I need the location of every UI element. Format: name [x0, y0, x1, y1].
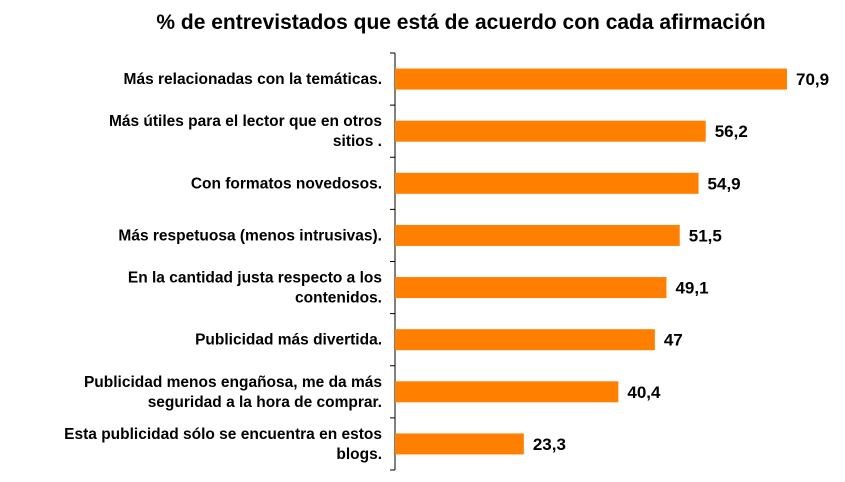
- bar: [395, 120, 706, 142]
- data-label: 23,3: [533, 435, 566, 454]
- category-label: Publicidad más divertida.: [195, 332, 382, 349]
- category-label-line: Publicidad más divertida.: [195, 332, 382, 349]
- category-label-line: Más respetuosa (menos intrusivas).: [118, 227, 382, 244]
- category-label: En la cantidad justa respecto a los conte…: [128, 270, 382, 307]
- data-label: 47: [664, 331, 683, 350]
- category-label: Publicidad menos engañosa, me da más segu…: [84, 374, 382, 411]
- data-label: 40,4: [627, 383, 661, 402]
- bar: [395, 172, 699, 194]
- bar: [395, 277, 667, 299]
- category-label-line: En la cantidad justa respecto a los: [128, 270, 382, 287]
- category-label-line: Más relacionadas con la temáticas.: [124, 71, 382, 88]
- category-labels: Más relacionadas con la temáticas. Más út…: [64, 71, 382, 463]
- bar: [395, 68, 787, 90]
- category-label: Más útiles para el lector que en otros si…: [109, 113, 382, 150]
- bar: [395, 433, 524, 455]
- bar: [395, 381, 619, 403]
- category-label: Esta publicidad sólo se encuentra en est…: [64, 426, 382, 463]
- category-label-line: sitios .: [333, 133, 382, 150]
- category-label-line: Esta publicidad sólo se encuentra en est…: [64, 426, 382, 443]
- category-label-line: Publicidad menos engañosa, me da más: [84, 374, 382, 391]
- data-label: 49,1: [675, 279, 708, 298]
- category-label: Más respetuosa (menos intrusivas).: [118, 227, 382, 244]
- bars: [395, 68, 787, 455]
- category-label-line: Con formatos novedosos.: [191, 175, 382, 192]
- category-label: Con formatos novedosos.: [191, 175, 382, 192]
- category-label-line: blogs.: [336, 446, 382, 463]
- data-label: 51,5: [689, 226, 722, 245]
- bar: [395, 329, 655, 351]
- category-label-line: seguridad a la hora de comprar.: [148, 394, 382, 411]
- category-label: Más relacionadas con la temáticas.: [124, 71, 382, 88]
- bar: [395, 224, 680, 246]
- data-label: 70,9: [796, 70, 829, 89]
- value-labels: 70,9 56,2 54,9 51,5 49,1 47 40,4 23,3: [533, 70, 829, 454]
- category-label-line: Más útiles para el lector que en otros: [109, 113, 382, 130]
- data-label: 56,2: [715, 122, 748, 141]
- chart-title: % de entrevistados que está de acuerdo c…: [156, 11, 765, 34]
- category-axis: [390, 52, 396, 471]
- data-label: 54,9: [708, 174, 741, 193]
- category-label-line: contenidos.: [295, 290, 382, 307]
